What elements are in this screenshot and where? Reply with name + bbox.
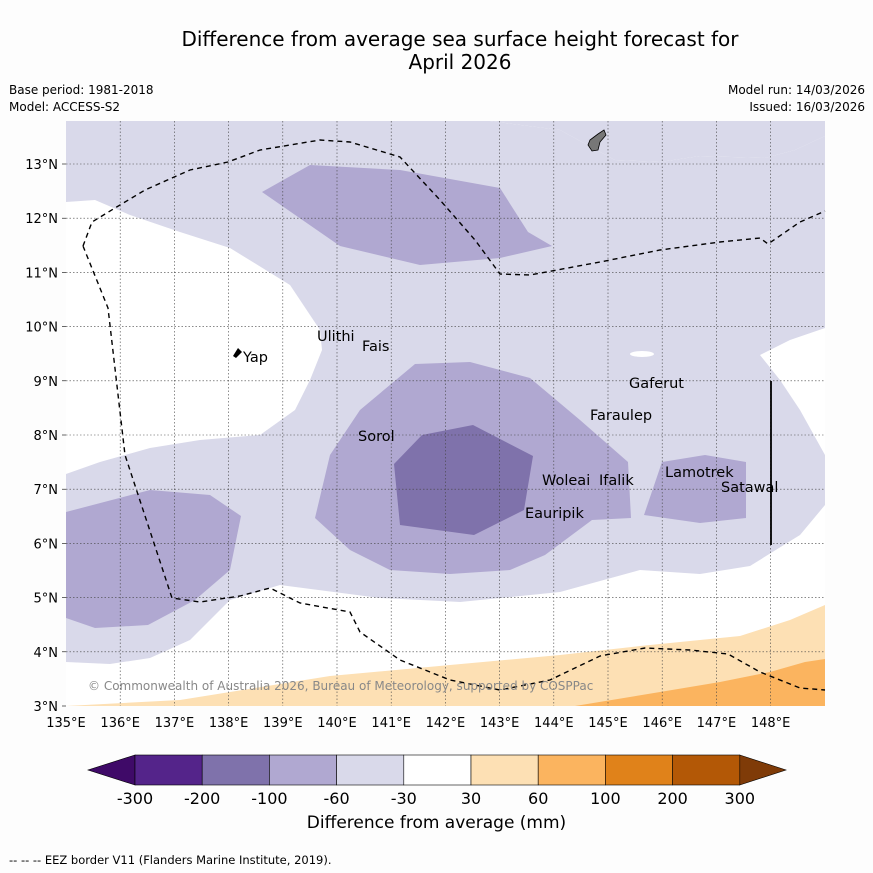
colorbar-segment bbox=[201, 754, 270, 786]
lon-tick-label: 142°E bbox=[426, 716, 466, 731]
contour-dark-central bbox=[394, 425, 533, 535]
colorbar-extend-low bbox=[87, 754, 136, 786]
lat-tick-label: 11°N bbox=[25, 266, 58, 281]
colorbar-tick-label: 200 bbox=[657, 789, 688, 808]
lat-tick-label: 8°N bbox=[34, 429, 59, 444]
colorbar-tick-label: -300 bbox=[116, 789, 154, 808]
meta-left: Base period: 1981-2018 Model: ACCESS-S2 bbox=[9, 82, 154, 116]
lon-tick-label: 140°E bbox=[317, 716, 357, 731]
lat-tick-label: 3°N bbox=[34, 700, 59, 715]
lon-tick-label: 147°E bbox=[697, 716, 737, 731]
colorbar-tick-label: -60 bbox=[323, 789, 350, 808]
guam-island bbox=[587, 129, 607, 152]
lat-tick-label: 5°N bbox=[34, 592, 59, 607]
colorbar-segment bbox=[672, 754, 741, 786]
label-sorol: Sorol bbox=[358, 429, 395, 445]
colorbar-tick-label: 60 bbox=[528, 789, 549, 808]
colorbar-tick-label: -200 bbox=[184, 789, 221, 808]
label-ulithi: Ulithi bbox=[317, 329, 355, 345]
colorbar-tick-label: 300 bbox=[724, 789, 756, 808]
colorbar bbox=[87, 754, 787, 786]
contour-light-purple bbox=[66, 121, 825, 162]
colorbar-segment bbox=[336, 754, 405, 786]
lon-tick-label: 135°E bbox=[46, 716, 86, 731]
label-gaferut: Gaferut bbox=[629, 376, 684, 392]
label-faraulep: Faraulep bbox=[590, 408, 652, 424]
contour-light-orange bbox=[66, 605, 825, 706]
lat-tick-label: 10°N bbox=[25, 321, 58, 336]
model-name: Model: ACCESS-S2 bbox=[9, 100, 121, 114]
model-run: Model run: 14/03/2026 bbox=[727, 83, 865, 97]
label-woleai: Woleai bbox=[542, 473, 590, 489]
colorbar-segment bbox=[470, 754, 539, 786]
lon-tick-label: 141°E bbox=[371, 716, 411, 731]
copyright-text: © Commonwealth of Australia 2026, Bureau… bbox=[88, 679, 593, 693]
issued-date: Issued: 16/03/2026 bbox=[749, 100, 865, 114]
colorbar-extend-high bbox=[739, 754, 787, 786]
colorbar-tick-label: 100 bbox=[590, 789, 621, 808]
label-lamotrek: Lamotrek bbox=[665, 465, 734, 481]
contour-medium-north bbox=[262, 165, 552, 265]
contour-medium-west bbox=[66, 490, 241, 628]
label-ifalik: Ifalik bbox=[599, 473, 634, 489]
colorbar-segment bbox=[537, 754, 606, 786]
colorbar-title: Difference from average (mm) bbox=[306, 813, 567, 833]
lon-tick-label: 144°E bbox=[534, 716, 574, 731]
gridlines bbox=[62, 121, 825, 707]
lat-tick-label: 13°N bbox=[25, 158, 58, 173]
lon-tick-label: 145°E bbox=[588, 716, 628, 731]
colorbar-segment bbox=[134, 754, 203, 786]
lat-tick-label: 12°N bbox=[25, 212, 58, 227]
lon-tick-label: 148°E bbox=[751, 716, 791, 731]
lon-tick-label: 139°E bbox=[263, 716, 303, 731]
lon-tick-label: 136°E bbox=[100, 716, 140, 731]
label-eauripik: Eauripik bbox=[525, 506, 584, 522]
colorbar-segment bbox=[403, 754, 472, 786]
lon-tick-label: 137°E bbox=[155, 716, 195, 731]
footer-note: -- -- -- EEZ border V11 (Flanders Marine… bbox=[9, 853, 332, 867]
colorbar-segment bbox=[269, 754, 337, 786]
contour-medium-east bbox=[644, 455, 746, 523]
base-period: Base period: 1981-2018 bbox=[9, 83, 154, 97]
meta-right: Model run: 14/03/2026 Issued: 16/03/2026 bbox=[728, 82, 865, 116]
lon-tick-label: 138°E bbox=[209, 716, 249, 731]
colorbar-segment bbox=[605, 754, 673, 786]
label-satawal: Satawal bbox=[721, 480, 778, 496]
eez-border bbox=[82, 139, 826, 691]
lat-tick-label: 6°N bbox=[34, 537, 59, 552]
title-line-1: Difference from average sea surface heig… bbox=[181, 27, 739, 51]
lat-tick-label: 4°N bbox=[34, 646, 59, 661]
lon-tick-label: 143°E bbox=[480, 716, 520, 731]
lat-tick-label: 9°N bbox=[34, 375, 59, 390]
lat-tick-label: 7°N bbox=[34, 483, 59, 498]
label-fais: Fais bbox=[362, 339, 389, 355]
colorbar-tick-label: -30 bbox=[390, 789, 417, 808]
yap-island bbox=[233, 348, 242, 358]
chart-title: Difference from average sea surface heig… bbox=[60, 28, 860, 74]
contour-gap bbox=[630, 351, 654, 357]
title-line-2: April 2026 bbox=[408, 50, 512, 74]
contour-orange bbox=[575, 659, 825, 706]
colorbar-tick-label: 30 bbox=[460, 789, 482, 808]
lon-tick-label: 146°E bbox=[642, 716, 682, 731]
label-yap: Yap bbox=[242, 350, 268, 366]
colorbar-tick-label: -100 bbox=[251, 789, 288, 808]
